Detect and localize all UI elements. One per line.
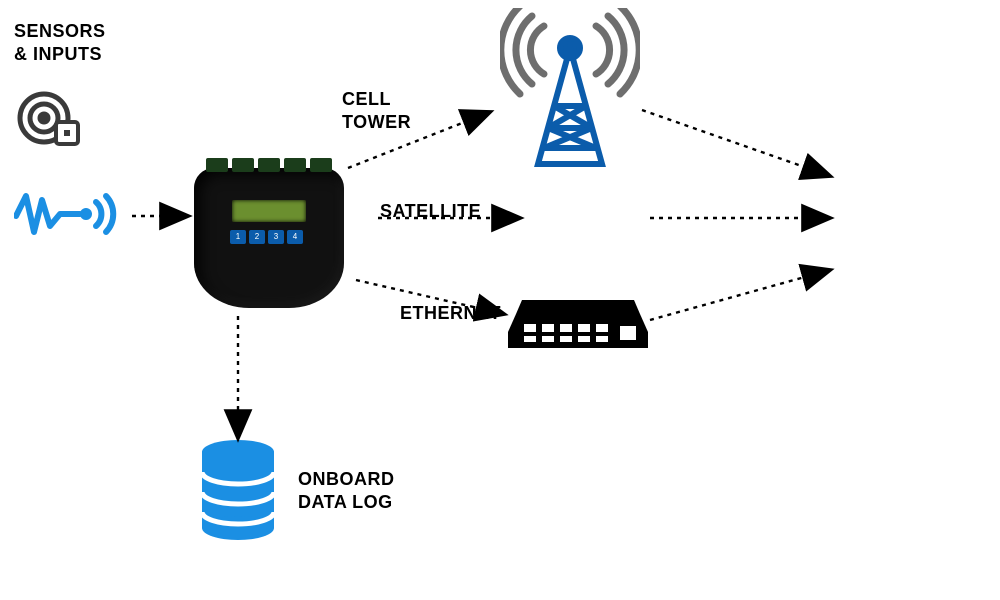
device: 1 2 3 4 (194, 168, 344, 308)
device-ports-icon (206, 158, 332, 172)
database-icon (198, 440, 278, 540)
device-button-row: 1 2 3 4 (230, 230, 303, 244)
edge-tower-to-right (642, 110, 830, 176)
device-screen-icon (232, 200, 306, 222)
cell-tower-icon (500, 8, 640, 168)
sensor-bullseye-icon (14, 88, 84, 148)
edge-ethernet-to-right (650, 270, 830, 320)
satellite-label: SATELLITE (380, 200, 481, 223)
onboard-data-log-label: ONBOARD DATA LOG (298, 468, 395, 513)
ethernet-label: ETHERNET (400, 302, 501, 325)
cell-tower-label: CELL TOWER (342, 88, 411, 133)
sensor-pulse-icon (14, 188, 124, 238)
device-button: 3 (268, 230, 284, 244)
sensors-heading: SENSORS & INPUTS (14, 20, 106, 65)
device-button: 2 (249, 230, 265, 244)
device-button: 1 (230, 230, 246, 244)
router-icon (508, 292, 648, 352)
device-button: 4 (287, 230, 303, 244)
